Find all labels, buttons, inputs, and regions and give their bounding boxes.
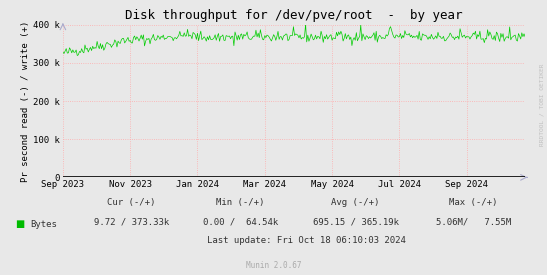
Y-axis label: Pr second read (-) / write (+): Pr second read (-) / write (+) [21, 20, 31, 182]
Text: Min (-/+): Min (-/+) [217, 198, 265, 207]
Text: Last update: Fri Oct 18 06:10:03 2024: Last update: Fri Oct 18 06:10:03 2024 [207, 236, 406, 245]
Title: Disk throughput for /dev/pve/root  -  by year: Disk throughput for /dev/pve/root - by y… [125, 9, 463, 22]
Text: ■: ■ [15, 219, 25, 229]
Text: Avg (-/+): Avg (-/+) [331, 198, 380, 207]
Text: 9.72 / 373.33k: 9.72 / 373.33k [94, 217, 169, 226]
Text: 0.00 /  64.54k: 0.00 / 64.54k [203, 217, 278, 226]
Text: Munin 2.0.67: Munin 2.0.67 [246, 261, 301, 270]
Text: 695.15 / 365.19k: 695.15 / 365.19k [312, 217, 399, 226]
Text: RRDTOOL / TOBI OETIKER: RRDTOOL / TOBI OETIKER [539, 63, 544, 146]
Text: Max (-/+): Max (-/+) [449, 198, 497, 207]
Text: Bytes: Bytes [30, 220, 57, 229]
Text: Cur (-/+): Cur (-/+) [107, 198, 155, 207]
Text: 5.06M/   7.55M: 5.06M/ 7.55M [435, 217, 511, 226]
